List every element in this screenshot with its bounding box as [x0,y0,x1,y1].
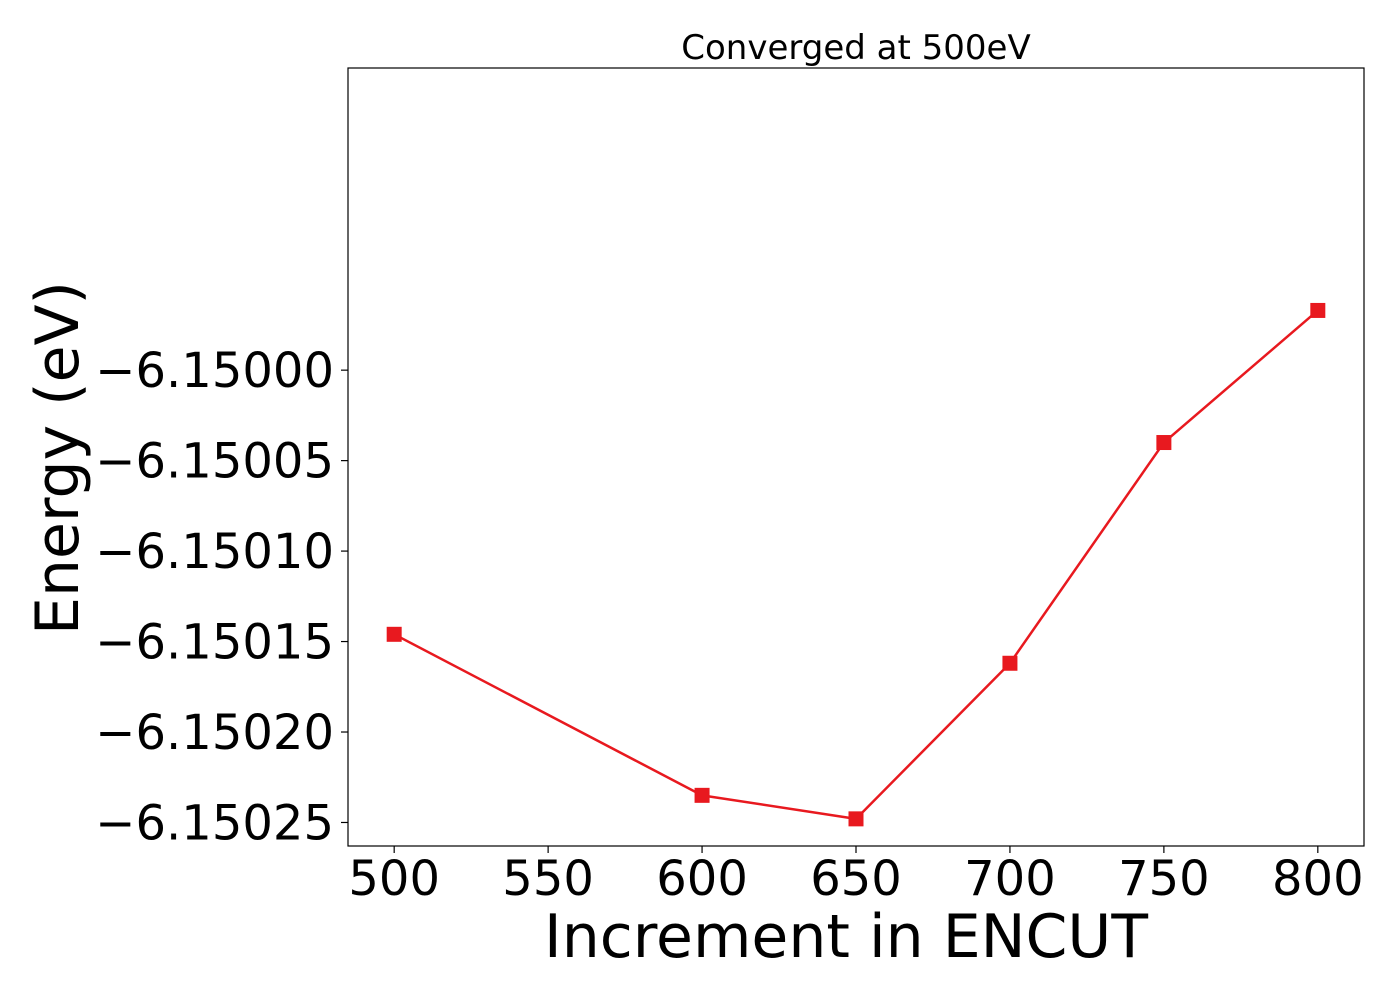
y-tick-label: −6.15025 [95,795,334,851]
y-tick-label: −6.15000 [95,343,334,399]
x-tick-label: 500 [348,851,440,907]
x-tick-label: 650 [810,851,902,907]
data-point-marker [694,787,710,803]
x-tick-label: 750 [1118,851,1210,907]
chart-title: Converged at 500eV [681,28,1030,68]
series-line [393,309,1319,821]
y-tick-label: −6.15005 [95,434,334,490]
data-point-marker [1002,655,1018,671]
x-tick-label: 700 [964,851,1056,907]
x-tick-label: 800 [1272,851,1364,907]
y-tick-label: −6.15015 [95,615,334,671]
y-axis-label: Energy (eV) [23,281,93,635]
data-point-marker [848,811,864,827]
data-point-marker [386,626,402,642]
plot-frame [347,67,1365,847]
y-tick-label: −6.15020 [95,705,334,761]
x-axis-label: Increment in ENCUT [544,902,1148,972]
plot-area: 500 550 600 650 700 750 800 −6.15000 −6.15005 −6.… [95,67,1365,907]
data-point-marker [1156,435,1172,451]
y-tick-label: −6.15010 [95,524,334,580]
x-tick-label: 600 [656,851,748,907]
x-tick-label: 550 [502,851,594,907]
data-point-marker [1310,302,1326,318]
